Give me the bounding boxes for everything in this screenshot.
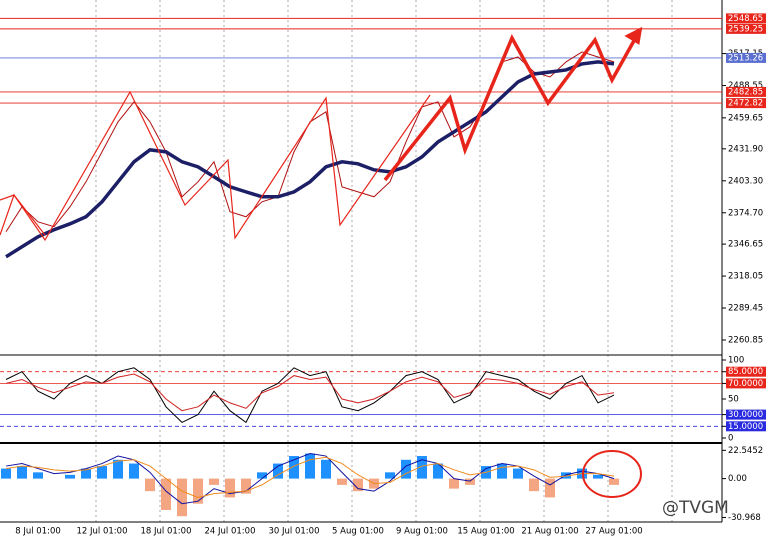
histogram-bar bbox=[513, 468, 523, 479]
y-tick-label: 30.0000 bbox=[728, 410, 763, 420]
series-line bbox=[5, 373, 615, 412]
watermark: @TVGM bbox=[662, 498, 729, 518]
histogram-bar bbox=[433, 463, 443, 479]
x-tick-label: 8 Jul 01:00 bbox=[15, 527, 61, 537]
histogram-bar bbox=[65, 474, 75, 479]
level-label: 2482.85 bbox=[728, 87, 763, 97]
histogram-bar bbox=[417, 456, 427, 479]
tick-box bbox=[726, 421, 766, 432]
level-box bbox=[726, 23, 766, 34]
histogram-bar bbox=[225, 478, 235, 498]
y-tick-label: 2431.90 bbox=[728, 144, 763, 154]
histogram-bar bbox=[321, 459, 331, 479]
y-tick-label: 2289.45 bbox=[728, 304, 763, 314]
tick-box bbox=[726, 378, 766, 389]
level-label: 2472.82 bbox=[728, 99, 763, 109]
level-box bbox=[726, 98, 766, 109]
y-tick-label: 22.5452 bbox=[728, 446, 763, 456]
y-tick-label: 50 bbox=[728, 395, 739, 405]
y-tick-label: 2374.70 bbox=[728, 208, 763, 218]
series-line bbox=[5, 453, 615, 505]
grid bbox=[95, 0, 673, 522]
x-tick-label: 30 Jul 01:00 bbox=[269, 527, 320, 537]
histogram-bar bbox=[209, 478, 219, 485]
histogram-bar bbox=[305, 453, 315, 479]
histogram-bar bbox=[545, 478, 555, 498]
histogram-bar bbox=[401, 459, 411, 479]
y-tick-label: 2488.55 bbox=[728, 81, 763, 91]
histogram-bar bbox=[97, 466, 107, 479]
histogram-bar bbox=[529, 478, 539, 492]
highlight-circle bbox=[582, 450, 642, 498]
x-tick-label: 15 Aug 01:00 bbox=[457, 527, 514, 537]
y-tick-label: 100 bbox=[728, 356, 744, 366]
histogram-bar bbox=[593, 474, 603, 479]
histogram-bar bbox=[161, 478, 171, 510]
histogram-bar bbox=[193, 478, 203, 504]
histogram-bar bbox=[449, 478, 459, 489]
y-tick-label: -30.968 bbox=[728, 513, 761, 523]
histogram-bar bbox=[145, 478, 155, 492]
level-label: 2513.26 bbox=[728, 53, 763, 63]
level-label: 2548.65 bbox=[728, 14, 763, 24]
histogram-bar bbox=[177, 478, 187, 517]
y-tick-label: 2318.05 bbox=[728, 272, 763, 282]
histogram-bar bbox=[129, 463, 139, 479]
level-box bbox=[726, 13, 766, 24]
histogram-bar bbox=[337, 478, 347, 485]
histogram-bar bbox=[353, 478, 363, 492]
y-tick-label: 85.0000 bbox=[728, 367, 763, 377]
level-label: 2539.25 bbox=[728, 24, 763, 34]
y-tick-label: 0.00 bbox=[728, 474, 747, 484]
y-tick-label: 0 bbox=[728, 434, 733, 444]
histogram-bar bbox=[257, 472, 267, 479]
y-tick-label: 15.0000 bbox=[728, 422, 763, 432]
series-line bbox=[5, 367, 615, 424]
histogram-bar bbox=[609, 478, 619, 485]
histogram-bar bbox=[241, 478, 251, 494]
level-box bbox=[726, 52, 766, 63]
x-tick-label: 24 Jul 01:00 bbox=[205, 527, 256, 537]
x-tick-label: 27 Aug 01:00 bbox=[585, 527, 642, 537]
y-tick-label: 2260.85 bbox=[728, 335, 763, 345]
histogram-bar bbox=[17, 466, 27, 479]
y-tick-label: 2346.65 bbox=[728, 240, 763, 250]
tick-box bbox=[726, 366, 766, 377]
histogram-bar bbox=[113, 459, 123, 479]
x-tick-label: 18 Jul 01:00 bbox=[141, 527, 192, 537]
x-tick-label: 9 Aug 01:00 bbox=[396, 527, 448, 537]
tick-box bbox=[726, 409, 766, 420]
histogram-bar bbox=[561, 472, 571, 479]
x-tick-label: 21 Aug 01:00 bbox=[521, 527, 578, 537]
histogram-bar bbox=[465, 478, 475, 485]
histogram-bar bbox=[273, 463, 283, 479]
y-tick-label: 2403.30 bbox=[728, 176, 763, 186]
y-tick-label: 2459.65 bbox=[728, 113, 763, 123]
x-tick-label: 12 Jul 01:00 bbox=[77, 527, 128, 537]
y-tick-label: 70.0000 bbox=[728, 379, 763, 389]
x-tick-label: 5 Aug 01:00 bbox=[332, 527, 384, 537]
level-box bbox=[726, 86, 766, 97]
histogram-bar bbox=[289, 456, 299, 479]
plot: 2260.85 2289.45 2318.05 2346.65 2374.70 2403.… bbox=[0, 13, 766, 537]
arrow-annotations bbox=[383, 26, 643, 182]
histogram-bar bbox=[385, 472, 395, 479]
histogram-bar bbox=[81, 468, 91, 479]
series-line bbox=[5, 60, 615, 259]
histogram-bar bbox=[33, 472, 43, 479]
series-line bbox=[5, 456, 615, 498]
histogram-bar bbox=[1, 468, 11, 479]
zigzag-annotations bbox=[0, 90, 431, 242]
histogram-bar bbox=[497, 463, 507, 479]
